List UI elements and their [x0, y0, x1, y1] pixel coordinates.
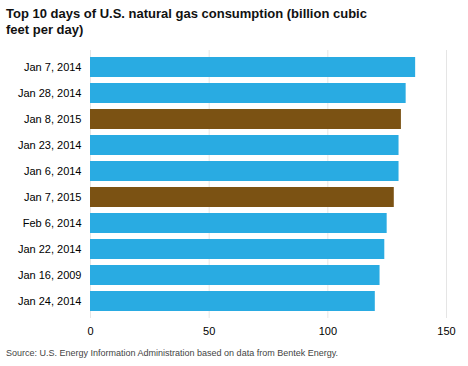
svg-text:Jan 22, 2014: Jan 22, 2014 — [18, 243, 82, 255]
svg-text:Jan 28, 2014: Jan 28, 2014 — [18, 87, 82, 99]
html-text:Source: U.S. Energy Informatio: Source: U.S. Energy Information Administ… — [6, 348, 338, 358]
svg-text:Jan 24, 2014: Jan 24, 2014 — [18, 295, 82, 307]
svg-text:Jan 7, 2014: Jan 7, 2014 — [24, 61, 82, 73]
svg-text:0: 0 — [87, 325, 93, 337]
svg-text:Jan 6, 2014: Jan 6, 2014 — [24, 165, 82, 177]
svg-text:Jan 8, 2015: Jan 8, 2015 — [24, 113, 82, 125]
svg-text:Jan 23, 2014: Jan 23, 2014 — [18, 139, 82, 151]
svg-text:Feb 6, 2014: Feb 6, 2014 — [23, 217, 82, 229]
svg-text:Jan 7, 2015: Jan 7, 2015 — [24, 191, 82, 203]
svg-text:150: 150 — [437, 325, 455, 337]
svg-text:Jan 16, 2009: Jan 16, 2009 — [18, 269, 82, 281]
html-text:Top 10 days of U.S. natural ga: Top 10 days of U.S. natural gas consumpt… — [6, 6, 367, 37]
svg-text:100: 100 — [319, 325, 337, 337]
svg-text:50: 50 — [203, 325, 215, 337]
